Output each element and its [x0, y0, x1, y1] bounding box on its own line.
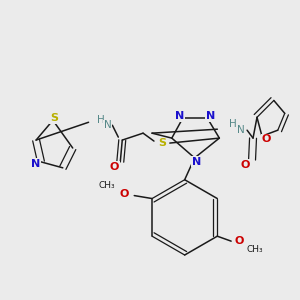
Text: O: O	[240, 160, 250, 170]
Text: O: O	[120, 189, 129, 199]
Text: CH₃: CH₃	[98, 181, 115, 190]
Text: H: H	[229, 119, 237, 129]
Text: N: N	[206, 111, 215, 121]
Text: O: O	[234, 236, 244, 246]
Text: CH₃: CH₃	[247, 244, 263, 253]
Text: S: S	[158, 138, 166, 148]
Text: N: N	[32, 159, 41, 169]
Text: S: S	[50, 113, 58, 123]
Text: N: N	[103, 120, 111, 130]
Text: O: O	[261, 134, 271, 144]
Text: O: O	[110, 162, 119, 172]
Text: H: H	[97, 115, 104, 125]
Text: N: N	[192, 157, 201, 167]
Text: N: N	[237, 125, 245, 135]
Text: N: N	[175, 111, 184, 121]
